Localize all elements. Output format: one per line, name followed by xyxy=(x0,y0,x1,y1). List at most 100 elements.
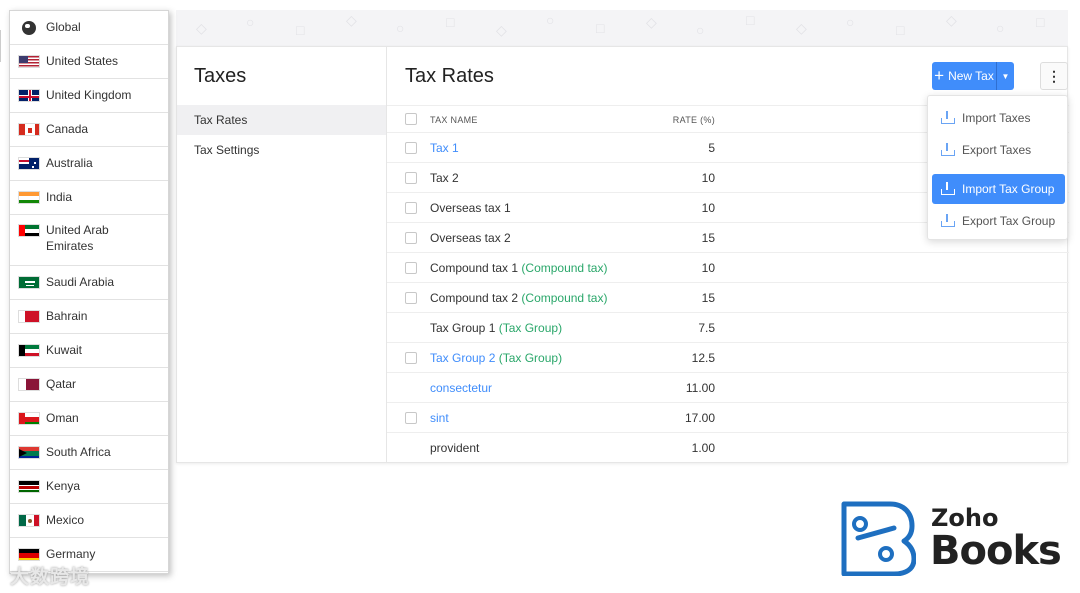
us-flag-icon xyxy=(18,55,40,68)
menu-item-label: Export Tax Group xyxy=(962,214,1056,228)
table-row[interactable]: Compound tax 1 (Compound tax) 10 xyxy=(387,253,1069,283)
tax-name[interactable]: Overseas tax 1 xyxy=(430,201,511,215)
zoho-books-logo-mark-icon xyxy=(841,501,916,576)
country-label: Global xyxy=(46,20,81,34)
country-item-global[interactable]: Global xyxy=(10,11,168,45)
saudi-flag-icon xyxy=(18,276,40,289)
bahrain-flag-icon xyxy=(18,310,40,323)
header-pattern: ◇ ○ □ ◇ ○ □ ◇ ○ □ ◇ ○ □ ◇ ○ □ ◇ ○ □ xyxy=(176,10,1068,46)
country-label: Germany xyxy=(46,547,96,561)
tax-name: Compound tax 2 xyxy=(430,291,519,305)
table-row[interactable]: Overseas tax 1 10 xyxy=(387,193,1069,223)
uae-flag-icon xyxy=(18,224,40,237)
tax-name[interactable]: Tax 1 xyxy=(430,141,459,155)
tax-name-cell[interactable]: Compound tax 2 (Compound tax) xyxy=(430,291,607,305)
row-checkbox[interactable] xyxy=(405,292,417,304)
country-item-germany[interactable]: Germany xyxy=(10,538,168,572)
country-item-kenya[interactable]: Kenya xyxy=(10,470,168,504)
country-label: South Africa xyxy=(46,445,111,459)
sidebar-item-tax-settings[interactable]: Tax Settings xyxy=(194,143,260,157)
country-item-australia[interactable]: Australia xyxy=(10,147,168,181)
country-item-india[interactable]: India xyxy=(10,181,168,215)
tax-name[interactable]: Overseas tax 2 xyxy=(430,231,511,245)
menu-item-import-tax-group[interactable]: Import Tax Group xyxy=(932,174,1065,204)
country-label: United States xyxy=(46,54,119,68)
table-row[interactable]: Compound tax 2 (Compound tax) 15 xyxy=(387,283,1069,313)
row-checkbox[interactable] xyxy=(405,202,417,214)
country-label: United Arab Emirates xyxy=(46,223,109,253)
tax-name[interactable]: sint xyxy=(430,411,449,425)
tax-name-cell[interactable]: Tax Group 2 (Tax Group) xyxy=(430,351,562,365)
country-label: Kenya xyxy=(46,479,81,493)
row-checkbox[interactable] xyxy=(405,352,417,364)
table-header: TAX NAME RATE (%) xyxy=(387,105,1069,133)
country-item-south-africa[interactable]: South Africa xyxy=(10,436,168,470)
tax-name[interactable]: consectetur xyxy=(430,381,493,395)
menu-item-import-taxes[interactable]: Import Taxes xyxy=(932,103,1065,133)
tax-name-cell[interactable]: Tax Group 1 (Tax Group) xyxy=(430,321,562,335)
country-dropdown-list[interactable]: Global United States United Kingdom Cana… xyxy=(9,10,169,574)
table-row[interactable]: Overseas tax 2 15 xyxy=(387,223,1069,253)
more-options-button[interactable]: ⋮ xyxy=(1040,62,1068,90)
country-item-united-states[interactable]: United States xyxy=(10,45,168,79)
menu-item-export-tax-group[interactable]: Export Tax Group xyxy=(932,206,1065,236)
select-all-checkbox[interactable] xyxy=(405,113,417,125)
tax-rates-content: Tax Rates + New Tax ▼ ⋮ TAX NAME RATE (%… xyxy=(387,47,1069,462)
tax-name: Compound tax 1 xyxy=(430,261,519,275)
tax-rate: 1.00 xyxy=(691,441,715,455)
new-tax-label: New Tax xyxy=(948,69,994,83)
country-item-saudi-arabia[interactable]: Saudi Arabia xyxy=(10,266,168,300)
table-row[interactable]: sint 17.00 xyxy=(387,403,1069,433)
new-tax-button[interactable]: + New Tax ▼ xyxy=(932,62,1014,90)
row-checkbox[interactable] xyxy=(405,142,417,154)
tax-type-tag: (Compound tax) xyxy=(521,291,608,305)
country-label: India xyxy=(46,190,73,204)
uk-flag-icon xyxy=(18,89,40,102)
tax-rate: 5 xyxy=(708,141,715,155)
table-row[interactable]: provident 1.00 xyxy=(387,433,1069,463)
menu-item-export-taxes[interactable]: Export Taxes xyxy=(932,135,1065,165)
menu-item-label: Export Taxes xyxy=(962,143,1032,157)
country-item-uae[interactable]: United Arab Emirates xyxy=(10,215,168,266)
kenya-flag-icon xyxy=(18,480,40,493)
table-row[interactable]: Tax Group 1 (Tax Group) 7.5 xyxy=(387,313,1069,343)
india-flag-icon xyxy=(18,191,40,204)
tax-name[interactable]: Tax 2 xyxy=(430,171,459,185)
chevron-down-icon[interactable]: ▼ xyxy=(996,62,1014,90)
table-row[interactable]: Tax Group 2 (Tax Group) 12.5 xyxy=(387,343,1069,373)
row-checkbox[interactable] xyxy=(405,232,417,244)
download-icon xyxy=(940,111,955,125)
country-item-bahrain[interactable]: Bahrain xyxy=(10,300,168,334)
sidebar-item-tax-rates[interactable]: Tax Rates xyxy=(177,105,386,135)
country-label: Bahrain xyxy=(46,309,88,323)
settings-panel: Taxes Tax Rates Tax Settings Tax Rates +… xyxy=(176,46,1069,463)
canada-flag-icon xyxy=(18,123,40,136)
country-item-canada[interactable]: Canada xyxy=(10,113,168,147)
tax-name-cell[interactable]: Compound tax 1 (Compound tax) xyxy=(430,261,607,275)
column-header-rate[interactable]: RATE (%) xyxy=(672,115,715,125)
country-item-qatar[interactable]: Qatar xyxy=(10,368,168,402)
tax-rate: 15 xyxy=(701,291,715,305)
country-label: United Kingdom xyxy=(46,88,132,102)
table-row[interactable]: Tax 1 5 xyxy=(387,133,1069,163)
menu-item-label: Import Tax Group xyxy=(962,182,1055,196)
country-item-oman[interactable]: Oman xyxy=(10,402,168,436)
table-row[interactable]: consectetur 11.00 xyxy=(387,373,1069,403)
tax-rate: 10 xyxy=(701,171,715,185)
download-icon xyxy=(940,214,955,228)
mexico-flag-icon xyxy=(18,514,40,527)
country-item-united-kingdom[interactable]: United Kingdom xyxy=(10,79,168,113)
germany-flag-icon xyxy=(18,548,40,561)
row-checkbox[interactable] xyxy=(405,412,417,424)
download-icon xyxy=(940,182,955,196)
new-tax-main[interactable]: + New Tax xyxy=(932,62,996,90)
column-header-name[interactable]: TAX NAME xyxy=(430,115,478,125)
tax-rate: 12.5 xyxy=(691,351,715,365)
tax-name-link: Tax 1 xyxy=(430,141,459,155)
table-row[interactable]: Tax 2 10 xyxy=(387,163,1069,193)
row-checkbox[interactable] xyxy=(405,172,417,184)
tax-name[interactable]: provident xyxy=(430,441,480,455)
country-item-mexico[interactable]: Mexico xyxy=(10,504,168,538)
row-checkbox[interactable] xyxy=(405,262,417,274)
country-item-kuwait[interactable]: Kuwait xyxy=(10,334,168,368)
